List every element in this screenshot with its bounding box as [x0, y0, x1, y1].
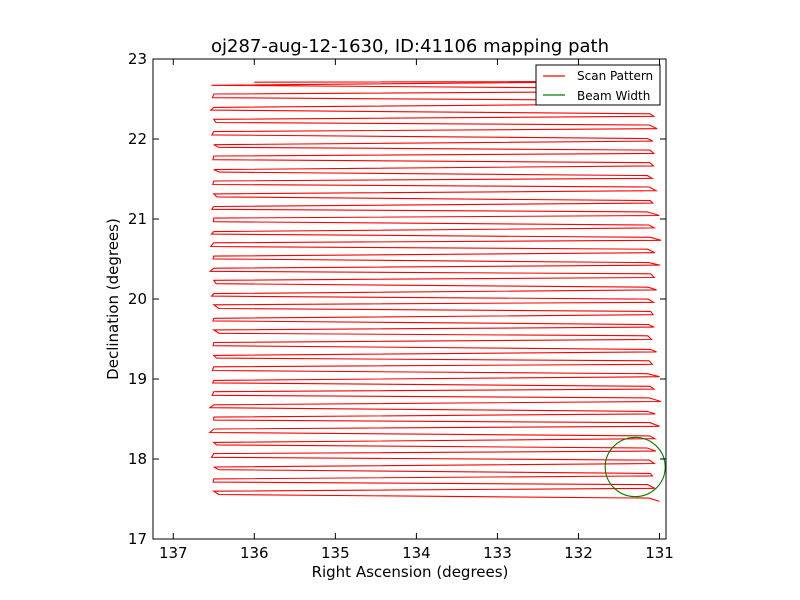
y-tick-label: 17 [128, 530, 147, 548]
x-tick-label: 134 [402, 544, 431, 562]
y-tick-label: 19 [128, 370, 147, 388]
legend: Scan Pattern Beam Width [535, 64, 661, 106]
legend-label-scan-pattern: Scan Pattern [577, 69, 653, 83]
x-tick-label: 136 [240, 544, 269, 562]
y-tick-label: 23 [128, 50, 147, 68]
x-tick-label: 132 [564, 544, 593, 562]
legend-label-beam-width: Beam Width [577, 89, 650, 103]
x-tick-label: 131 [645, 544, 674, 562]
y-tick-label: 20 [128, 290, 147, 308]
x-axis-label: Right Ascension (degrees) [312, 563, 509, 581]
tick-layer: 137 136 135 134 133 132 131 17 18 19 20 21 22 23 [128, 50, 674, 562]
beam-width-circle [604, 436, 666, 498]
y-axis-label: Declination (degrees) [104, 218, 122, 380]
legend-box [535, 64, 661, 106]
x-tick-label: 135 [321, 544, 350, 562]
y-tick-label: 18 [128, 450, 147, 468]
plot-area: 137 136 135 134 133 132 131 17 18 19 20 21 22 23 [128, 50, 674, 562]
x-tick-label: 137 [159, 544, 188, 562]
x-tick-label: 133 [483, 544, 512, 562]
chart-title: oj287-aug-12-1630, ID:41106 mapping path [211, 36, 609, 57]
scan-pattern-line [208, 80, 662, 502]
series-layer [208, 80, 666, 502]
y-tick-label: 22 [128, 130, 147, 148]
y-tick-label: 21 [128, 210, 147, 228]
